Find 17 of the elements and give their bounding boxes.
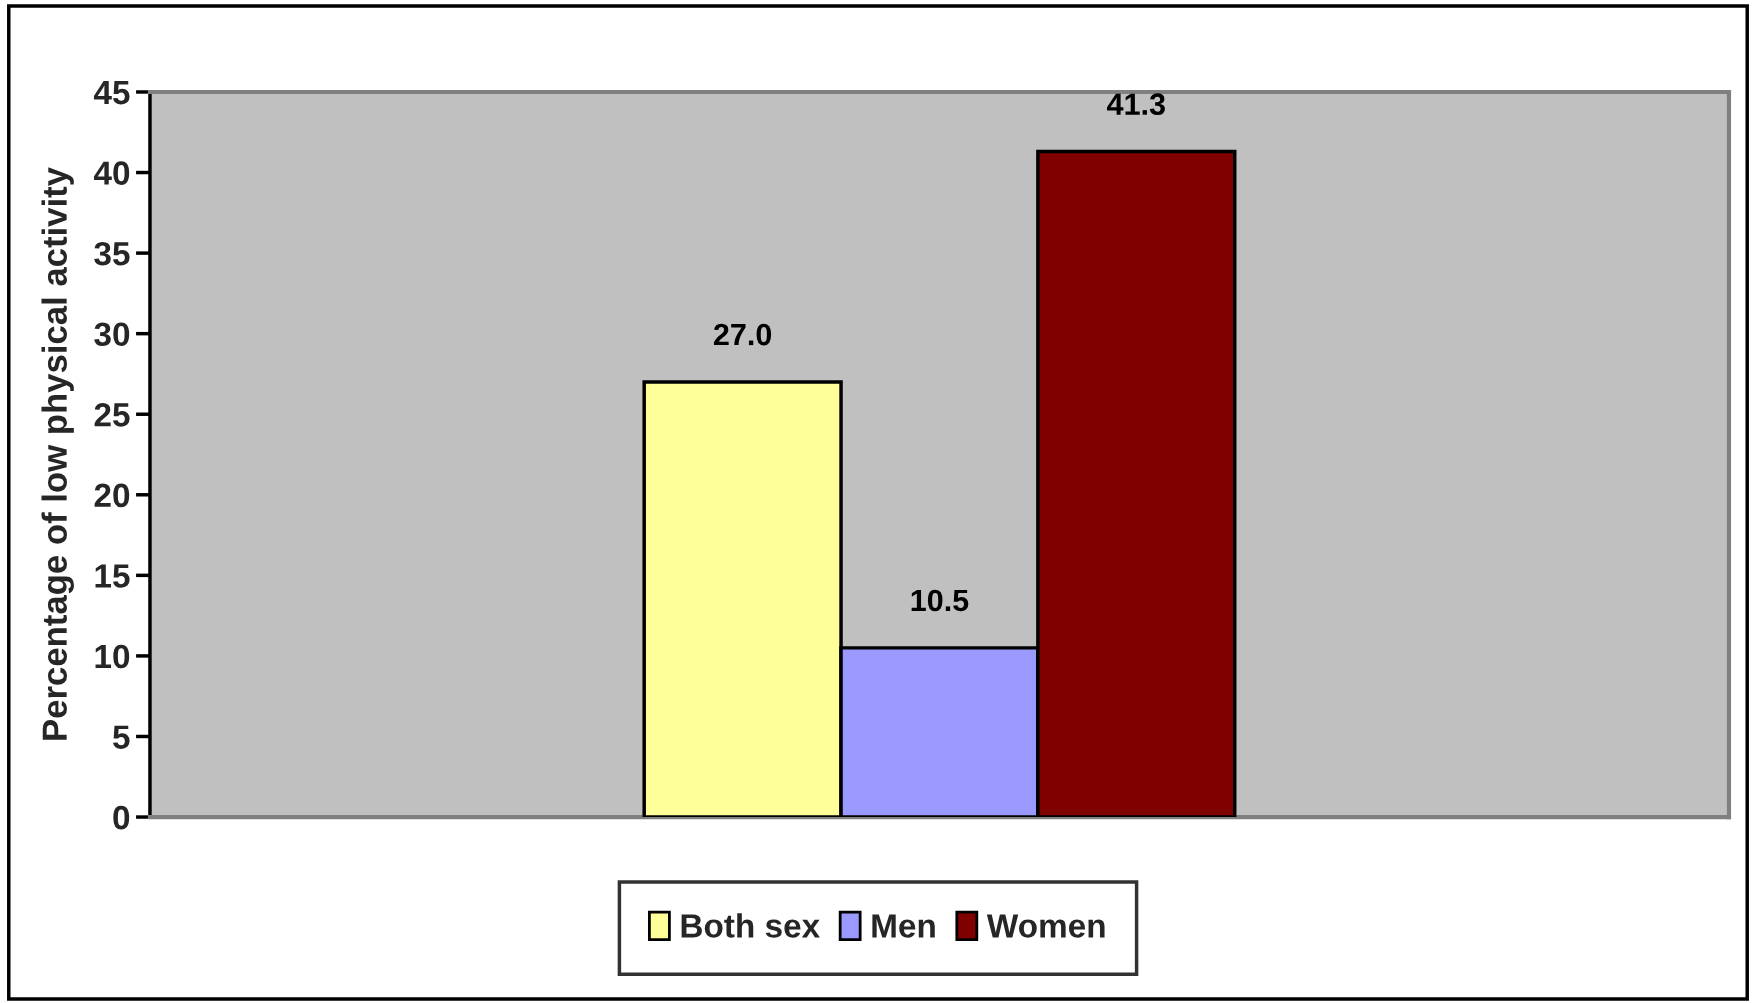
y-tick-label: 40	[93, 161, 130, 185]
data-label: 10.5	[911, 589, 969, 612]
y-tick-label: 15	[95, 564, 130, 588]
y-tick-label: 0	[113, 805, 130, 830]
y-tick-label: 5	[113, 725, 130, 749]
y-tick-label: 30	[94, 322, 130, 347]
data-label: 27.0	[713, 323, 772, 346]
legend-label: Men	[872, 914, 935, 938]
legend-label: Women	[986, 914, 1105, 938]
y-tick-label: 35	[94, 241, 130, 266]
legend-label: Both sex	[681, 913, 820, 938]
y-axis-title: Percentage of low physical activity	[41, 167, 74, 740]
y-tick-label: 10	[95, 644, 130, 669]
y-tick-label: 20	[94, 483, 130, 508]
y-tick-label: 25	[94, 403, 130, 427]
y-tick-label: 45	[93, 81, 130, 105]
data-label: 41.3	[1107, 93, 1165, 116]
